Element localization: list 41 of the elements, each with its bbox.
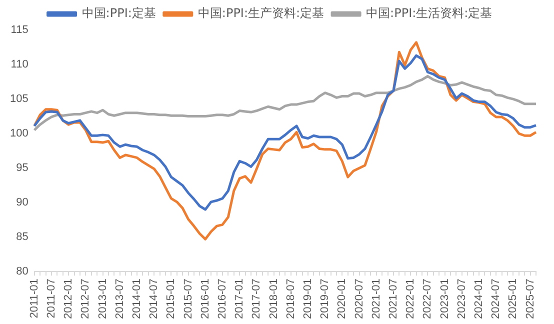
x-tick-label: 2025-01 [507, 278, 520, 320]
y-tick-label: 90 [16, 196, 28, 209]
x-tick-label: 2012-01 [62, 278, 75, 320]
x-tick-label: 2024-01 [473, 278, 486, 320]
x-tick-label: 2023-01 [438, 278, 451, 320]
x-tick-label: 2017-01 [234, 278, 246, 320]
y-tick-label: 115 [10, 24, 28, 36]
x-tick-label: 2014-07 [148, 278, 160, 320]
y-tick-label: 105 [10, 93, 28, 106]
x-tick-label: 2022-01 [404, 278, 417, 320]
x-tick-label: 2011-07 [45, 278, 58, 318]
x-tick-label: 2018-07 [284, 278, 297, 320]
x-tick-label: 2015-07 [182, 278, 194, 320]
legend-label: 中国:PPI:定基 [82, 6, 156, 20]
x-tick-label: 2020-01 [336, 278, 348, 320]
y-tick-label: 100 [10, 128, 28, 140]
y-tick-label: 95 [16, 162, 28, 174]
x-tick-label: 2013-07 [114, 278, 126, 320]
y-tick-label: 85 [16, 231, 28, 244]
x-tick-label: 2016-01 [199, 278, 212, 320]
x-tick-label: 2022-07 [422, 278, 434, 320]
x-tick-label: 2019-07 [319, 278, 332, 320]
x-tick-label: 2018-01 [268, 278, 280, 320]
x-tick-label: 2020-07 [353, 278, 366, 320]
legend-label: 中国:PPI:生活资料:定基 [366, 6, 492, 20]
x-tick-label: 2015-01 [165, 278, 178, 320]
x-tick-label: 2017-07 [250, 278, 263, 320]
y-tick-label: 110 [10, 58, 28, 71]
x-tick-label: 2013-01 [96, 278, 109, 320]
x-tick-label: 2021-07 [388, 278, 400, 320]
x-tick-label: 2024-07 [490, 278, 502, 320]
x-tick-label: 2014-01 [130, 278, 143, 320]
x-tick-label: 2025-07 [524, 278, 536, 320]
x-tick-label: 2023-07 [456, 278, 468, 320]
x-tick-label: 2021-01 [370, 278, 382, 320]
x-tick-label: 2016-07 [216, 278, 228, 320]
x-tick-label: 2019-01 [302, 278, 314, 320]
x-tick-label: 2012-07 [80, 278, 92, 320]
legend-label: 中国:PPI:生产资料:定基 [198, 6, 324, 20]
x-tick-label: 2011-01 [28, 278, 40, 318]
y-tick-label: 80 [16, 266, 28, 278]
